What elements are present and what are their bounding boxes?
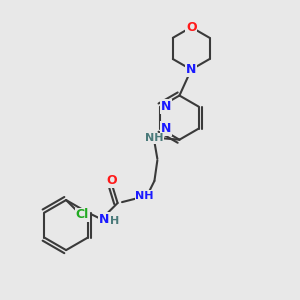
Text: H: H (110, 216, 119, 226)
Text: NH: NH (136, 190, 154, 201)
Text: O: O (186, 21, 196, 34)
Text: Cl: Cl (76, 208, 89, 221)
Text: O: O (106, 174, 117, 187)
Text: N: N (160, 100, 171, 113)
Text: N: N (160, 122, 171, 135)
Text: NH: NH (145, 133, 164, 143)
Text: N: N (99, 213, 110, 226)
Text: N: N (186, 63, 196, 76)
